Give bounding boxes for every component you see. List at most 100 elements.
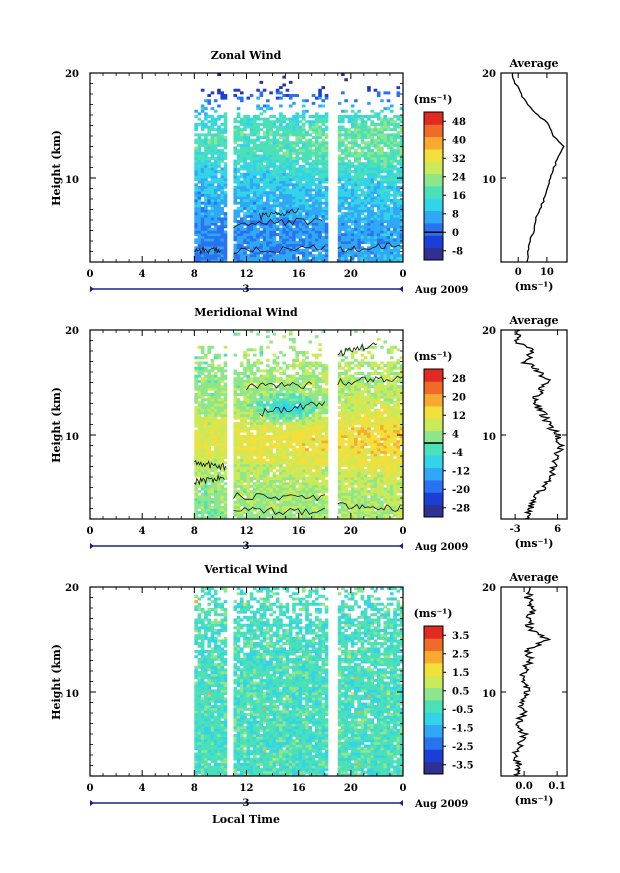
heatmap-cell [370, 154, 375, 158]
heatmap-cell [259, 233, 264, 237]
heatmap-cell [223, 516, 228, 519]
heatmap-cell [249, 369, 254, 373]
heatmap-cell [337, 101, 342, 105]
heatmap-cell [217, 143, 221, 147]
heatmap-cell [253, 235, 257, 239]
heatmap-cell [305, 133, 309, 137]
heatmap-cell [288, 482, 293, 486]
heatmap-cell [236, 424, 241, 428]
heatmap-cell [288, 414, 293, 417]
heatmap-cell [279, 408, 283, 412]
heatmap-cell [341, 225, 345, 229]
heatmap-cell [380, 162, 384, 166]
heatmap-cell [233, 400, 238, 404]
heatmap-cell [233, 424, 238, 428]
heatmap-cell [200, 448, 205, 452]
heatmap-cell [357, 143, 361, 147]
heatmap-cell [262, 393, 267, 396]
heatmap-cell [269, 146, 273, 150]
heatmap-cell [324, 178, 329, 181]
heatmap-cell [253, 199, 257, 202]
heatmap-cell [194, 256, 198, 260]
date-bar: 3 Aug 2009 [90, 284, 468, 296]
heatmap-cell [262, 88, 267, 92]
heatmap-cell [200, 408, 205, 412]
heatmap-cell [324, 125, 329, 129]
heatmap-cell [324, 154, 329, 158]
heatmap-cell [220, 246, 225, 250]
heatmap-cell [266, 230, 270, 234]
heatmap-cell [399, 193, 403, 197]
heatmap-cell [204, 448, 208, 452]
heatmap-cell [207, 183, 211, 187]
heatmap-cell [220, 157, 225, 160]
heatmap-cell [213, 424, 218, 428]
heatmap-cell [337, 209, 342, 213]
heatmap-cell [239, 479, 244, 483]
heatmap-cell [213, 406, 218, 410]
heatmap-cell [246, 204, 251, 208]
heatmap-cell [204, 432, 208, 436]
heatmap-cell [383, 162, 388, 166]
heatmap-cell [239, 217, 244, 221]
heatmap-cell [279, 511, 283, 515]
colorbar-swatch [424, 149, 443, 162]
heatmap-cell [279, 209, 283, 213]
heatmap-cell [266, 138, 270, 142]
heatmap-cell [341, 151, 345, 155]
heatmap-cell [207, 159, 211, 163]
heatmap-cell [386, 233, 391, 237]
heatmap-cell [243, 372, 247, 375]
heatmap-cell [256, 188, 260, 192]
heatmap-cell [253, 448, 257, 452]
heatmap-cell [363, 233, 368, 237]
heatmap-cell [318, 159, 322, 163]
heatmap-cell [285, 508, 290, 512]
heatmap-cell [197, 227, 202, 231]
heatmap-cell [243, 469, 247, 473]
heatmap-cell [204, 209, 208, 213]
heatmap-cell [282, 128, 286, 132]
heatmap-cell [295, 490, 300, 494]
heatmap-cell [363, 125, 368, 129]
heatmap-cell [344, 238, 348, 242]
heatmap-cell [295, 503, 300, 507]
heatmap-cell [279, 172, 283, 176]
heatmap-cell [337, 243, 342, 247]
x-tick-label: 0 [87, 269, 94, 280]
heatmap-cell [347, 170, 352, 174]
heatmap-cell [282, 191, 286, 195]
heatmap-cell [256, 254, 260, 258]
heatmap-cell [220, 377, 225, 381]
heatmap-cell [272, 222, 277, 226]
heatmap-cell [370, 159, 375, 163]
heatmap-cell [383, 243, 388, 247]
heatmap-cell [243, 133, 247, 137]
heatmap-cell [373, 143, 378, 147]
heatmap-cell [217, 128, 221, 132]
heatmap-cell [266, 492, 270, 496]
heatmap-cell [200, 395, 205, 399]
heatmap-cell [256, 227, 260, 231]
heatmap-cell [220, 372, 225, 375]
heatmap-cell [373, 178, 378, 181]
heatmap-cell [253, 498, 257, 501]
heatmap-cell [288, 214, 293, 218]
heatmap-cell [272, 482, 277, 486]
heatmap-cell [269, 143, 273, 147]
heatmap-cell [194, 513, 198, 517]
heatmap-cell [288, 516, 293, 519]
heatmap-cell [279, 429, 283, 433]
heatmap-cell [262, 122, 267, 126]
heatmap-cell [389, 209, 394, 213]
heatmap-cell [308, 217, 313, 221]
heatmap-cell [285, 230, 290, 234]
heatmap-cell [393, 125, 397, 129]
heatmap-cell [213, 440, 218, 444]
heatmap-cell [308, 141, 313, 145]
heatmap-cell [272, 238, 277, 242]
heatmap-cell [288, 117, 293, 121]
heatmap-cell [285, 366, 290, 370]
heatmap-cell [367, 178, 371, 181]
heatmap-cell [243, 172, 247, 176]
